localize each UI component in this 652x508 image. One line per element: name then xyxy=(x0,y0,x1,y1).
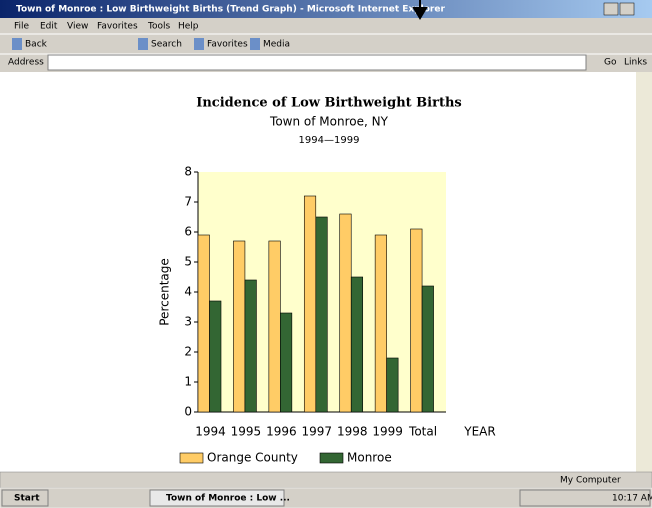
menu-item[interactable]: Edit xyxy=(40,22,58,32)
menu-item[interactable]: View xyxy=(67,22,88,32)
bar xyxy=(375,235,387,412)
status-bar xyxy=(0,472,652,488)
y-tick-label: 8 xyxy=(184,165,192,179)
screen: Town of Monroe : Low Birthweight Births … xyxy=(0,0,652,508)
x-tick-label: 1997 xyxy=(302,425,333,439)
legend-label: Orange County xyxy=(207,451,298,465)
window-title: Town of Monroe : Low Birthweight Births … xyxy=(16,5,445,15)
y-axis-label: Percentage xyxy=(158,258,172,326)
bar xyxy=(340,214,352,412)
toolbar-button[interactable]: Back xyxy=(25,40,48,50)
y-tick-label: 5 xyxy=(184,255,192,269)
bar xyxy=(422,286,434,412)
x-tick-label: 1996 xyxy=(266,425,297,439)
y-tick-label: 1 xyxy=(184,375,192,389)
y-tick-label: 7 xyxy=(184,195,192,209)
x-tick-label: 1995 xyxy=(231,425,262,439)
toolbar-button[interactable]: Media xyxy=(263,40,290,50)
minimize-button[interactable] xyxy=(604,3,618,15)
chart-period: 1994—1999 xyxy=(299,135,360,146)
toolbar-button[interactable]: Search xyxy=(151,40,182,50)
x-tick-label: 1999 xyxy=(372,425,403,439)
maximize-button[interactable] xyxy=(620,3,634,15)
toolbar-icon[interactable] xyxy=(138,38,148,50)
bar xyxy=(245,280,257,412)
go-button[interactable]: Go xyxy=(604,58,617,68)
x-tick-label: Total xyxy=(408,425,437,439)
legend-swatch xyxy=(320,453,343,463)
bar xyxy=(316,217,328,412)
bar xyxy=(387,358,399,412)
legend-label: Monroe xyxy=(347,451,392,465)
address-field[interactable] xyxy=(48,55,586,70)
toolbar-icon[interactable] xyxy=(12,38,22,50)
address-label: Address xyxy=(8,58,44,68)
y-tick-label: 0 xyxy=(184,405,192,419)
bar xyxy=(351,277,363,412)
legend-swatch xyxy=(180,453,203,463)
toolbar-icon[interactable] xyxy=(250,38,260,50)
bar xyxy=(269,241,281,412)
menu-item[interactable]: Tools xyxy=(147,22,170,32)
bar xyxy=(280,313,292,412)
scrollbar[interactable] xyxy=(636,72,652,472)
task-label[interactable]: Town of Monroe : Low ... xyxy=(166,494,290,504)
chart-title: Incidence of Low Birthweight Births xyxy=(196,96,461,111)
bar xyxy=(233,241,245,412)
clock: 10:17 AM xyxy=(612,494,652,504)
x-tick-label: 1998 xyxy=(337,425,368,439)
page: {"window": {"title": "Town of Monroe : L… xyxy=(0,0,652,508)
chart-subtitle: Town of Monroe, NY xyxy=(269,115,389,129)
x-tick-label: 1994 xyxy=(195,425,226,439)
bar xyxy=(304,196,316,412)
menu-item[interactable]: Favorites xyxy=(97,22,138,32)
toolbar-button[interactable]: Favorites xyxy=(207,40,248,50)
status-text: My Computer xyxy=(560,476,621,486)
bar xyxy=(198,235,210,412)
y-tick-label: 3 xyxy=(184,315,192,329)
y-tick-label: 6 xyxy=(184,225,192,239)
y-tick-label: 2 xyxy=(184,345,192,359)
bar xyxy=(411,229,423,412)
x-axis-label: YEAR xyxy=(463,425,495,439)
bar xyxy=(210,301,222,412)
links-button[interactable]: Links xyxy=(624,58,647,68)
toolbar-icon[interactable] xyxy=(194,38,204,50)
menu-item[interactable]: Help xyxy=(178,22,199,32)
start-label[interactable]: Start xyxy=(14,494,40,504)
menu-item[interactable]: File xyxy=(14,22,30,32)
y-tick-label: 4 xyxy=(184,285,192,299)
